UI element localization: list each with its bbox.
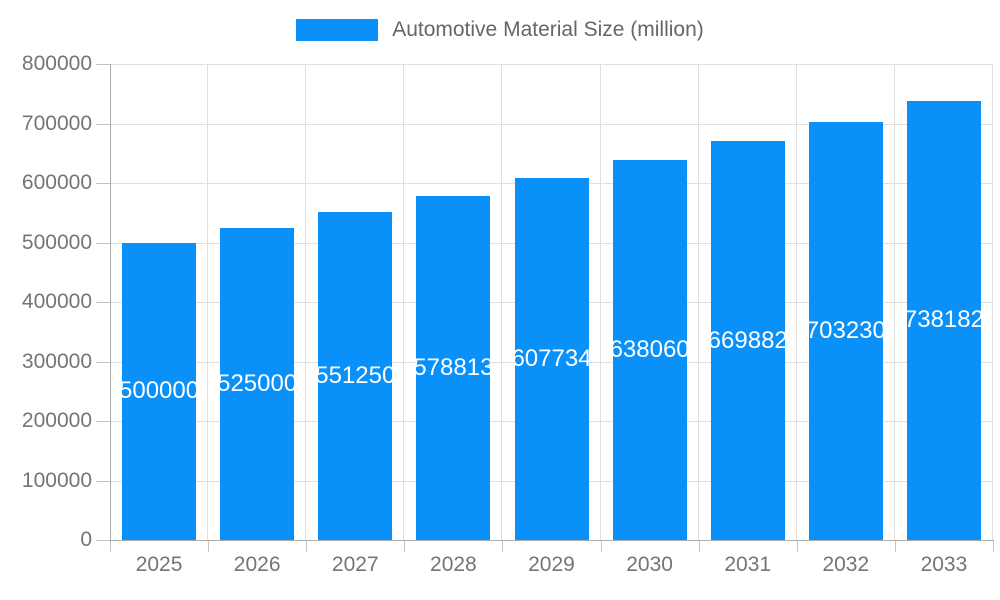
x-axis-tick-label: 2027 [331, 553, 379, 576]
x-axis-tick [600, 540, 602, 552]
bar: 551250 [318, 212, 393, 540]
bar-value-label: 638060 [612, 336, 687, 364]
y-axis-tick [96, 540, 110, 541]
x-axis-tick-label: 2032 [822, 553, 870, 576]
x-axis-tick [502, 540, 504, 552]
x-axis-tick [306, 540, 308, 552]
bar: 500000 [122, 242, 197, 540]
bar: 525000 [220, 227, 295, 540]
x-gridline [893, 64, 895, 540]
y-axis-tick [96, 123, 110, 125]
x-gridline [207, 64, 209, 540]
bar-value-label: 500000 [122, 377, 197, 405]
bar-value-label: 607734 [514, 345, 589, 373]
y-axis-tick-label: 800000 [21, 52, 92, 75]
x-gridline [403, 64, 405, 540]
x-gridline [599, 64, 601, 540]
y-axis-tick-label: 0 [80, 528, 92, 551]
bar-value-label: 551250 [318, 362, 393, 389]
x-axis-tick [208, 540, 210, 552]
x-axis-tick-label: 2031 [724, 553, 772, 576]
bar-value-label: 525000 [220, 369, 295, 397]
y-axis-tick-label: 700000 [21, 111, 92, 135]
x-axis-tick-label: 2028 [430, 553, 477, 576]
y-axis-tick-label: 300000 [21, 349, 92, 373]
legend-swatch [296, 19, 379, 41]
y-axis-tick [96, 183, 110, 184]
bar-value-label: 669882 [710, 326, 785, 354]
x-axis-tick [993, 540, 994, 552]
x-axis-tick [110, 540, 111, 552]
x-axis-tick [404, 540, 406, 552]
x-axis-tick [796, 540, 798, 552]
bar: 669882 [710, 141, 785, 540]
y-axis-tick [96, 480, 110, 482]
plot-area: 500000 525000 551250 578813 607734 638060 6698… [110, 64, 993, 540]
x-axis-line [110, 540, 994, 541]
x-gridline [795, 64, 797, 540]
x-axis-tick-label: 2033 [920, 553, 968, 576]
y-axis-tick-label: 200000 [21, 409, 92, 432]
x-gridline [697, 64, 699, 540]
bar: 578813 [416, 195, 491, 540]
y-axis-tick [96, 302, 110, 303]
y-axis-tick-label: 400000 [21, 290, 92, 313]
bar: 738182 [906, 100, 981, 540]
x-gridline [992, 64, 993, 540]
y-gridline [110, 64, 993, 65]
bar: 638060 [612, 160, 687, 540]
legend-item[interactable]: Automotive Material Size (million) [296, 19, 704, 41]
bar-value-label: 578813 [416, 353, 491, 381]
y-axis-tick-label: 600000 [21, 171, 92, 194]
y-axis-line [110, 64, 111, 540]
bar: 703230 [808, 121, 883, 540]
y-axis-tick [96, 361, 110, 363]
x-axis-tick-label: 2026 [233, 553, 281, 576]
x-gridline [305, 64, 307, 540]
x-axis-tick [894, 540, 896, 552]
x-axis-tick-label: 2030 [626, 553, 673, 576]
y-axis-tick-label: 500000 [21, 230, 92, 254]
bar-value-label: 703230 [808, 316, 883, 344]
x-axis-tick-label: 2029 [528, 553, 575, 576]
legend-label: Automotive Material Size (million) [392, 18, 704, 41]
y-axis-tick [96, 421, 110, 422]
bar: 607734 [514, 178, 589, 540]
x-gridline [501, 64, 503, 540]
bar-value-label: 738182 [906, 306, 981, 334]
y-axis-tick-label: 100000 [21, 468, 92, 492]
y-axis-tick [96, 64, 110, 65]
y-gridline [110, 123, 993, 125]
legend: Automotive Material Size (million) [0, 19, 1000, 41]
x-axis-tick [698, 540, 700, 552]
y-axis-tick [96, 242, 110, 244]
x-axis-tick-label: 2025 [135, 553, 183, 576]
